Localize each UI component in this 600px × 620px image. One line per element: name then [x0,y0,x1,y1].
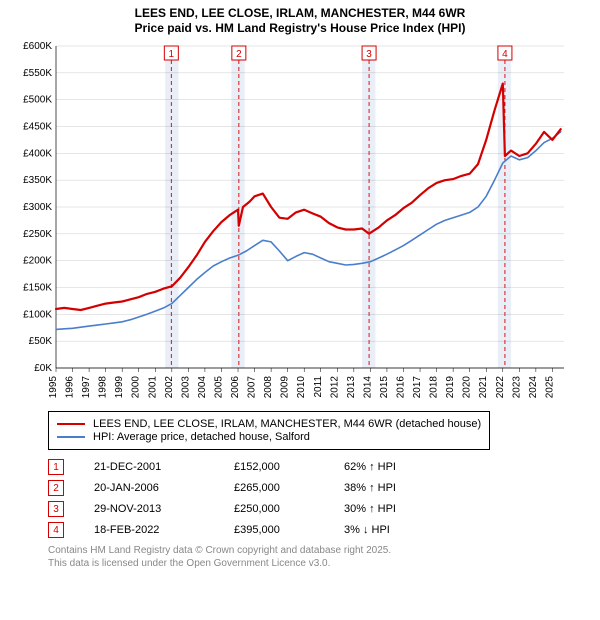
svg-text:2014: 2014 [362,376,373,399]
svg-text:£0K: £0K [34,363,52,374]
svg-text:£200K: £200K [23,256,52,267]
legend-label-0: LEES END, LEE CLOSE, IRLAM, MANCHESTER, … [93,418,481,430]
svg-text:£600K: £600K [23,41,52,52]
svg-text:1995: 1995 [48,376,59,399]
svg-text:2013: 2013 [346,376,357,399]
figure-container: LEES END, LEE CLOSE, IRLAM, MANCHESTER, … [0,0,600,576]
svg-text:£250K: £250K [23,229,52,240]
svg-text:£100K: £100K [23,309,52,320]
svg-text:£150K: £150K [23,283,52,294]
svg-text:2010: 2010 [296,376,307,399]
svg-text:2017: 2017 [412,376,423,399]
svg-text:2008: 2008 [263,376,274,399]
svg-text:2025: 2025 [544,376,555,399]
svg-text:2022: 2022 [495,376,506,399]
marker-delta: 3% ↓ HPI [344,524,464,536]
legend-row-0: LEES END, LEE CLOSE, IRLAM, MANCHESTER, … [57,418,481,430]
legend-swatch-0 [57,423,85,425]
marker-number-box: 2 [48,480,64,496]
svg-text:2006: 2006 [230,376,241,399]
marker-price: £265,000 [234,482,344,494]
svg-text:2012: 2012 [329,376,340,399]
marker-row: 3 29-NOV-2013£250,00030% ↑ HPI [48,501,590,517]
svg-text:2020: 2020 [462,376,473,399]
footer-line-2: This data is licensed under the Open Gov… [48,557,590,570]
svg-text:2001: 2001 [147,376,158,399]
svg-text:2011: 2011 [313,376,324,398]
svg-text:2: 2 [236,49,242,60]
legend-label-1: HPI: Average price, detached house, Salf… [93,431,310,443]
svg-text:£500K: £500K [23,95,52,106]
marker-date: 18-FEB-2022 [94,524,234,536]
marker-number-box: 3 [48,501,64,517]
marker-row: 2 20-JAN-2006£265,00038% ↑ HPI [48,480,590,496]
svg-text:2003: 2003 [180,376,191,399]
svg-text:2016: 2016 [395,376,406,399]
title-line-1: LEES END, LEE CLOSE, IRLAM, MANCHESTER, … [10,6,590,21]
svg-text:2021: 2021 [478,376,489,399]
svg-text:1996: 1996 [65,376,76,399]
svg-text:2002: 2002 [164,376,175,399]
line-chart-svg: £0K £50K £100K £150K £200K £250K £300K £350K £40… [10,40,570,400]
marker-delta: 38% ↑ HPI [344,482,464,494]
footer: Contains HM Land Registry data © Crown c… [48,544,590,570]
svg-text:2000: 2000 [131,376,142,399]
marker-number-box: 1 [48,459,64,475]
marker-delta: 62% ↑ HPI [344,461,464,473]
svg-text:£300K: £300K [23,202,52,213]
svg-text:£350K: £350K [23,175,52,186]
legend: LEES END, LEE CLOSE, IRLAM, MANCHESTER, … [48,411,490,450]
svg-text:3: 3 [366,49,372,60]
svg-text:1998: 1998 [98,376,109,399]
marker-table: 1 21-DEC-2001£152,00062% ↑ HPI 2 20-JAN-200… [48,459,590,538]
svg-text:2024: 2024 [528,376,539,399]
marker-number-box: 4 [48,522,64,538]
chart-title: LEES END, LEE CLOSE, IRLAM, MANCHESTER, … [10,6,590,36]
svg-text:2019: 2019 [445,376,456,399]
marker-date: 21-DEC-2001 [94,461,234,473]
marker-price: £395,000 [234,524,344,536]
svg-text:2007: 2007 [247,376,258,399]
svg-text:£400K: £400K [23,148,52,159]
footer-line-1: Contains HM Land Registry data © Crown c… [48,544,590,557]
svg-text:£50K: £50K [29,336,53,347]
svg-text:£450K: £450K [23,122,52,133]
legend-row-1: HPI: Average price, detached house, Salf… [57,431,481,443]
legend-swatch-1 [57,436,85,438]
svg-text:2023: 2023 [511,376,522,399]
marker-row: 4 18-FEB-2022£395,0003% ↓ HPI [48,522,590,538]
title-line-2: Price paid vs. HM Land Registry's House … [10,21,590,36]
svg-text:1: 1 [169,49,175,60]
marker-row: 1 21-DEC-2001£152,00062% ↑ HPI [48,459,590,475]
marker-date: 20-JAN-2006 [94,482,234,494]
svg-text:2004: 2004 [197,376,208,399]
svg-text:4: 4 [502,49,508,60]
marker-price: £152,000 [234,461,344,473]
svg-text:1997: 1997 [81,376,92,399]
svg-text:2005: 2005 [213,376,224,399]
marker-price: £250,000 [234,503,344,515]
marker-date: 29-NOV-2013 [94,503,234,515]
svg-text:2015: 2015 [379,376,390,399]
svg-text:2009: 2009 [280,376,291,399]
chart-area: £0K £50K £100K £150K £200K £250K £300K £350K £40… [10,40,590,405]
svg-text:£550K: £550K [23,68,52,79]
marker-delta: 30% ↑ HPI [344,503,464,515]
svg-text:1999: 1999 [114,376,125,399]
svg-text:2018: 2018 [429,376,440,399]
